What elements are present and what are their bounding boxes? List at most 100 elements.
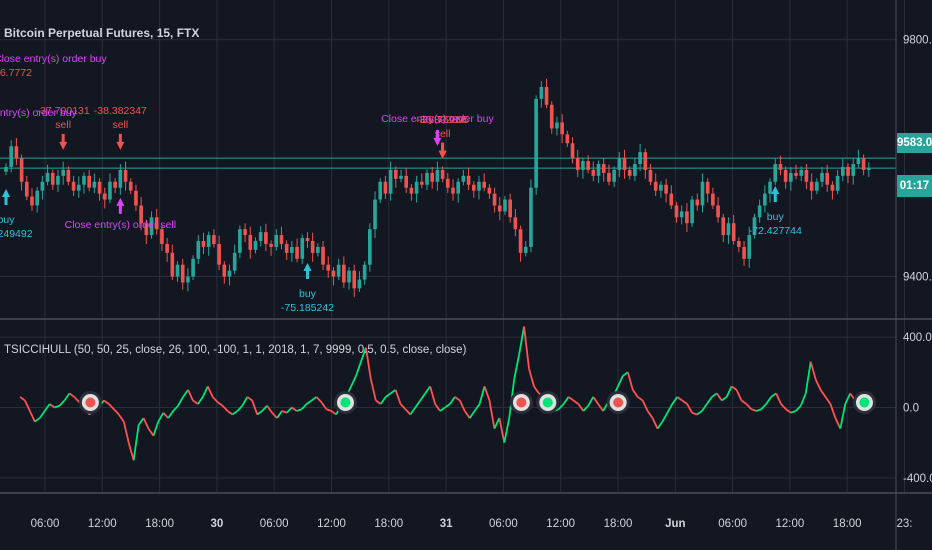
candle-body <box>368 229 372 265</box>
indicator-segment <box>315 396 323 403</box>
candle-body <box>357 279 362 289</box>
candle-body <box>430 172 435 182</box>
buy-label: buy <box>299 288 317 300</box>
candle-body <box>310 241 315 253</box>
candle-body <box>154 217 159 230</box>
indicator-segment <box>24 400 31 412</box>
indicator-segment <box>350 375 357 387</box>
candle-body <box>4 166 8 172</box>
candle-body <box>56 175 60 185</box>
sell-arrow <box>116 133 125 150</box>
indicator-segment <box>661 412 669 423</box>
candle-body <box>40 181 45 191</box>
candle-body <box>690 199 694 224</box>
ind-tick-label: 400.0 <box>903 332 932 344</box>
indicator-segment <box>177 396 184 407</box>
indicator-segment <box>281 410 288 414</box>
x-tick-label: 12:00 <box>317 518 346 530</box>
candle-body <box>279 235 284 244</box>
indicator-segment <box>29 410 36 422</box>
candle-body <box>471 184 476 191</box>
indicator-segment <box>533 385 540 394</box>
candle-body <box>607 172 611 182</box>
indicator-segment <box>656 421 664 430</box>
indicator-segment <box>68 392 75 398</box>
indicator-segment <box>711 392 718 398</box>
candle-body <box>747 235 752 259</box>
indicator-segment <box>809 361 817 380</box>
candle-body <box>144 223 149 236</box>
candle-body <box>14 146 19 159</box>
candle-body <box>414 181 419 194</box>
candle-body <box>336 264 341 277</box>
candle-body <box>726 223 731 236</box>
indicator-segment <box>19 396 26 402</box>
candle-body <box>165 243 169 253</box>
x-tick-label: Jun <box>665 518 685 530</box>
candle-body <box>388 169 393 194</box>
indicator-segment <box>192 399 199 405</box>
candle-body <box>222 264 227 277</box>
candle-body <box>435 169 440 182</box>
indicator-segment <box>473 403 481 412</box>
indicator-segment <box>488 400 496 429</box>
indicator-segment <box>651 417 659 430</box>
candle-body <box>274 235 279 247</box>
indicator-segment <box>419 392 426 401</box>
indicator-segment <box>681 399 688 405</box>
buy-label: buy <box>0 214 15 226</box>
indicator-segment <box>691 411 698 416</box>
indicator-segment <box>834 417 842 430</box>
indicator-segment <box>478 386 486 405</box>
candle-body <box>815 181 819 191</box>
candle-body <box>560 122 564 135</box>
candle-body <box>809 181 814 191</box>
indicator-segment <box>518 326 525 355</box>
indicator-segment <box>523 326 530 369</box>
indicator-segment <box>167 410 174 419</box>
indicator-segment <box>745 403 753 410</box>
indicator-segment <box>795 405 802 412</box>
candle-body <box>664 184 668 194</box>
candle-body <box>731 223 736 241</box>
candle-body <box>300 238 305 259</box>
candle-body <box>695 199 700 206</box>
indicator-segment <box>157 412 165 423</box>
indicator-segment <box>701 403 708 412</box>
indicator-segment <box>464 410 471 419</box>
candle-body <box>362 264 367 280</box>
candle-body <box>290 246 294 253</box>
indicator-segment <box>152 421 160 436</box>
candle-body <box>238 229 242 253</box>
indicator-title: TSICCIHULL (50, 50, 25, close, 26, 100, … <box>4 344 467 356</box>
signal-marker-dot <box>542 397 553 408</box>
indicator-segment <box>365 347 372 380</box>
candle-body <box>659 184 663 191</box>
candle-body <box>71 181 76 191</box>
indicator-segment <box>814 378 822 391</box>
indicator-segment <box>839 403 847 429</box>
candle-body <box>768 181 772 194</box>
indicator-segment <box>587 396 595 407</box>
candle-body <box>497 205 502 212</box>
indicator-segment <box>740 399 747 405</box>
indicator-segment <box>617 375 624 387</box>
indicator-segment <box>320 401 328 410</box>
indicator-segment <box>414 399 422 409</box>
candle-body <box>586 161 590 170</box>
indicator-segment <box>34 417 41 423</box>
signal-marker-dot <box>516 397 527 408</box>
indicator-segment <box>706 396 713 405</box>
buy-value: -77.249492 <box>0 228 33 240</box>
indicator-segment <box>251 400 259 415</box>
candle-body <box>539 87 544 99</box>
signal-marker-dot <box>613 397 624 408</box>
x-tick-label: 18:00 <box>145 518 174 530</box>
candle-body <box>440 169 445 179</box>
candle-body <box>669 193 674 206</box>
candle-body <box>773 164 778 182</box>
candle-body <box>378 181 383 200</box>
sell-value: -36.76916 <box>419 114 466 126</box>
buy-arrow <box>771 186 780 202</box>
